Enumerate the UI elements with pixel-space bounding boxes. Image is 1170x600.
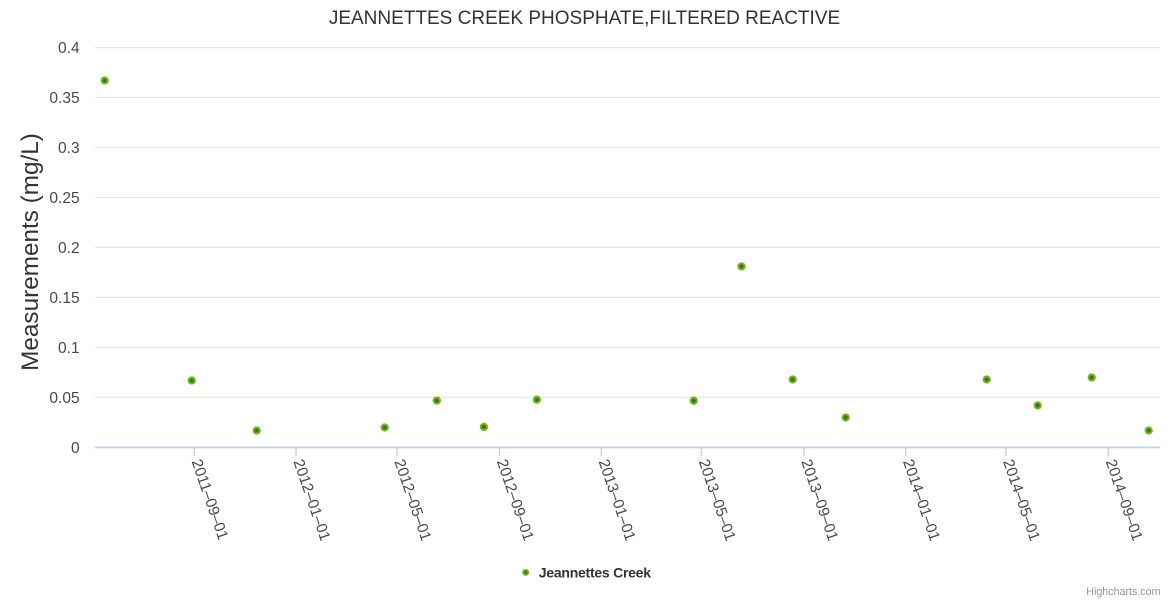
svg-text:0.35: 0.35 — [49, 90, 79, 107]
svg-text:0.2: 0.2 — [58, 240, 80, 257]
svg-text:JEANNETTES CREEK PHOSPHATE,FIL: JEANNETTES CREEK PHOSPHATE,FILTERED REAC… — [329, 8, 840, 29]
svg-text:0.3: 0.3 — [58, 140, 80, 157]
svg-text:Measurements (mg/L): Measurements (mg/L) — [17, 133, 44, 371]
svg-text:0.05: 0.05 — [49, 390, 79, 407]
svg-text:Highcharts.com: Highcharts.com — [1086, 586, 1160, 598]
svg-text:Jeannettes Creek: Jeannettes Creek — [539, 565, 651, 581]
svg-text:0.15: 0.15 — [49, 290, 79, 307]
svg-text:0: 0 — [71, 440, 80, 457]
svg-text:0.1: 0.1 — [58, 340, 80, 357]
svg-text:0.25: 0.25 — [49, 190, 79, 207]
svg-text:0.4: 0.4 — [58, 40, 80, 57]
